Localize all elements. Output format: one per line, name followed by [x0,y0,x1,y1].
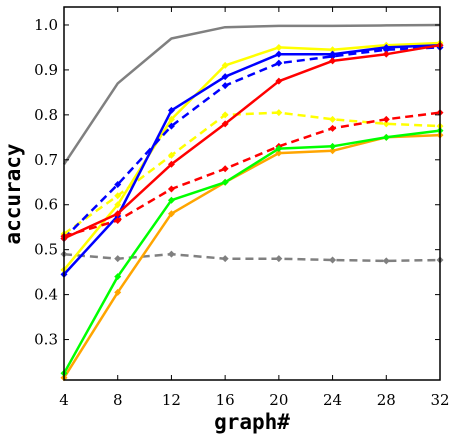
series-3-point [221,61,229,69]
series-7-point [221,120,229,128]
series-10 [60,127,444,377]
y-tick-label: 0.4 [34,286,58,304]
series-4-point [382,120,390,128]
series-8 [60,109,444,240]
series-10-point [275,145,283,153]
series-6-line [63,46,441,240]
series-3 [60,39,444,274]
tick-layer: 4 8 12 16 20 24 28 32 0.3 0.4 0.5 0.6 0.7 0.8 0.9 1.0 [34,7,450,409]
series-9-point [114,288,122,296]
y-tick-label: 0.9 [34,61,58,79]
y-tick-label: 0.3 [34,331,58,349]
y-tick-label: 0.5 [34,241,58,259]
series-1-line [62,23,441,165]
series-3-point [275,43,283,51]
x-axis-title: graph# [214,410,290,434]
x-tick-label: 32 [430,391,449,409]
series-10-point [114,273,122,281]
series-3-point [329,46,337,54]
x-tick-label: 12 [162,391,181,409]
series-5-line [63,43,441,276]
series-9-point [275,149,283,157]
series-8-point [382,115,390,123]
x-tick-label: 20 [269,391,288,409]
x-tick-label: 4 [59,391,69,409]
series-10-point [329,142,337,150]
y-axis-title: accuracy [1,143,25,245]
series-7-point [382,50,390,58]
series-8-point [329,124,337,132]
series-8-point [167,185,175,193]
series-5-point [167,106,175,114]
plot-frame [63,6,441,381]
series-2-point [275,255,283,263]
series-2-point [167,250,175,258]
series-2-point [221,255,229,263]
series-4-point [167,151,175,159]
series-7-point [275,77,283,85]
x-tick-label: 16 [216,391,235,409]
series-7-point [329,57,337,65]
series-6-point [329,52,337,60]
series-9-point [329,147,337,155]
y-tick-label: 1.0 [34,16,58,34]
series-9-line [62,133,441,379]
x-tick-label: 28 [377,391,396,409]
series-4-point [275,109,283,117]
y-tick-label: 0.7 [34,151,58,169]
series-2-point [329,256,337,264]
x-tick-label: 8 [113,391,123,409]
series-4-line [63,111,441,235]
series-6-point [382,46,390,54]
series-4-point [329,115,337,123]
series-2-point [114,255,122,263]
x-tick-label: 24 [323,391,342,409]
series-layer [60,23,444,382]
series-10-point [221,178,229,186]
series-2-line [63,252,441,263]
y-tick-label: 0.6 [34,196,58,214]
series-10-line [62,129,441,374]
series-4-point [114,192,122,200]
series-10-point [382,133,390,141]
y-tick-label: 0.8 [34,106,58,124]
series-6-point [114,181,122,189]
series-8-point [114,216,122,224]
series-7 [60,41,444,242]
series-2-point [382,257,390,265]
series-7-line [63,43,441,240]
series-6-point [167,122,175,130]
series-4 [60,109,444,238]
series-3-line [63,41,441,271]
series-9-point [167,210,175,218]
series-6-point [275,59,283,67]
series-5-point [275,50,283,58]
series-2 [60,250,444,265]
series-5-point [221,73,229,81]
series-3-point [114,201,122,209]
series-7-point [167,160,175,168]
series-4-point [221,111,229,119]
series-5 [60,41,444,278]
series-3-point [167,115,175,123]
series-7-point [114,210,122,218]
series-1 [62,23,441,165]
series-8-line [63,111,441,238]
series-6-point [221,82,229,90]
series-8-point [221,165,229,173]
series-10-point [167,196,175,204]
